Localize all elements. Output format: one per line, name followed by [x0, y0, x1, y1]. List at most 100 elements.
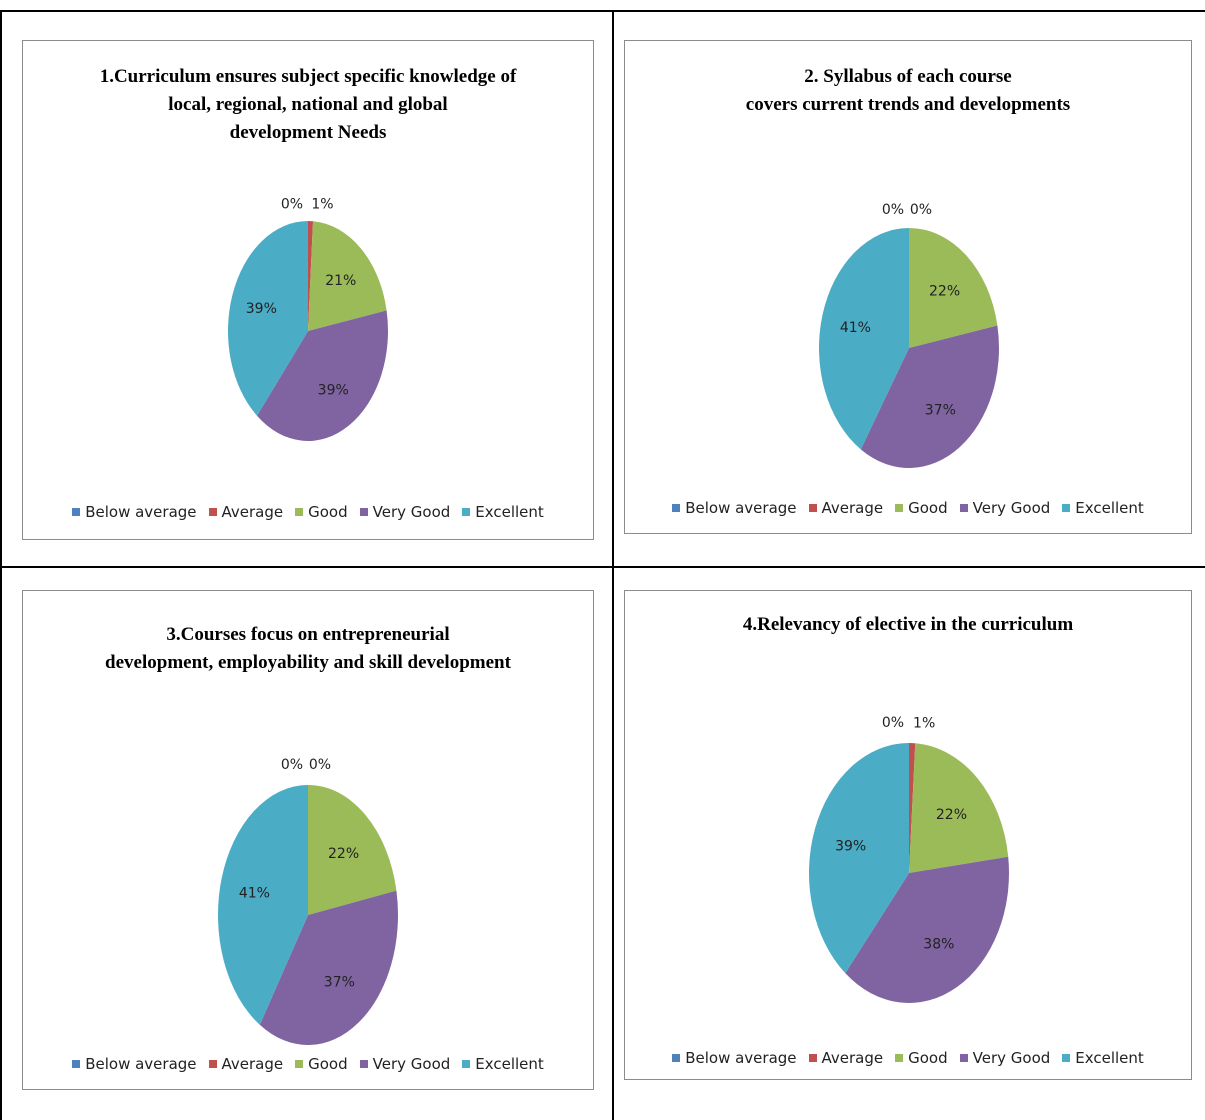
table-divider-horizontal	[0, 566, 1205, 568]
pie-slice-good	[909, 743, 1009, 873]
pie-slice-very-good	[259, 890, 398, 1045]
legend-item-good: Good	[295, 1055, 348, 1073]
chart-title: 4.Relevancy of elective in the curriculu…	[625, 611, 1191, 639]
legend-item-average: Average	[208, 1055, 284, 1073]
legend-item-very-good: Very Good	[959, 499, 1051, 517]
chart-title-line: 2. Syllabus of each course	[804, 66, 1012, 87]
legend-swatch	[959, 1054, 968, 1062]
legend-swatch	[359, 508, 368, 516]
legend-label: Average	[821, 1049, 884, 1067]
data-label-good: 22%	[929, 284, 960, 300]
chart-title-line: development Needs	[229, 122, 387, 143]
legend-item-excellent: Excellent	[462, 503, 544, 521]
legend-item-below-average: Below average	[672, 1049, 797, 1067]
pie-slice-good	[909, 228, 998, 348]
legend-label: Below average	[85, 1055, 197, 1073]
data-label-very-good: 39%	[318, 383, 349, 399]
data-label-average: 0%	[309, 757, 331, 773]
pie-slice-excellent	[809, 743, 909, 974]
chart-2: 2. Syllabus of each course covers curren…	[624, 40, 1192, 534]
data-label-excellent: 39%	[246, 301, 277, 317]
pie-chart: 0% 1% 21% 39% 39%	[228, 196, 388, 441]
table-border-top	[0, 10, 1205, 12]
legend-swatch	[672, 504, 681, 512]
legend-label: Very Good	[972, 1049, 1051, 1067]
data-label-below-average: 0%	[882, 715, 904, 731]
data-label-excellent: 41%	[239, 886, 270, 902]
data-label-very-good: 37%	[925, 403, 956, 419]
legend-item-excellent: Excellent	[1062, 1049, 1144, 1067]
chart-4: 4.Relevancy of elective in the curriculu…	[624, 590, 1192, 1080]
legend-label: Good	[308, 503, 348, 521]
chart-1: 1.Curriculum ensures subject specific kn…	[22, 40, 594, 540]
legend-label: Excellent	[475, 1055, 544, 1073]
chart-title-line: 3.Courses focus on entrepreneurial	[166, 624, 450, 645]
legend-swatch	[1062, 504, 1071, 512]
legend-label: Average	[821, 499, 884, 517]
legend-label: Good	[908, 1049, 948, 1067]
legend-label: Very Good	[372, 503, 451, 521]
chart-title: 1.Curriculum ensures subject specific kn…	[23, 63, 593, 147]
data-label-good: 22%	[328, 846, 359, 862]
legend-swatch	[72, 508, 81, 516]
legend-swatch	[808, 1054, 817, 1062]
pie-slice-average	[308, 221, 314, 331]
legend-swatch	[672, 1054, 681, 1062]
legend-swatch	[462, 508, 471, 516]
legend-swatch	[295, 508, 304, 516]
legend-label: Excellent	[1075, 499, 1144, 517]
data-label-good: 21%	[325, 273, 356, 289]
legend-label: Very Good	[372, 1055, 451, 1073]
chart-title-line: development, employability and skill dev…	[105, 652, 511, 673]
legend-item-very-good: Very Good	[359, 503, 451, 521]
legend-item-excellent: Excellent	[462, 1055, 544, 1073]
legend-label: Below average	[685, 499, 797, 517]
pie-slice-very-good	[845, 856, 1009, 1003]
legend-label: Below average	[685, 1049, 797, 1067]
chart-title-line: 4.Relevancy of elective in the curriculu…	[742, 614, 1074, 635]
legend-swatch	[1062, 1054, 1071, 1062]
pie-chart: 0% 0% 22% 37% 41%	[819, 202, 999, 468]
chart-title-line: covers current trends and developments	[745, 94, 1071, 115]
data-label-good: 22%	[936, 807, 967, 823]
legend-swatch	[72, 1060, 81, 1068]
data-label-excellent: 39%	[835, 839, 866, 855]
legend-item-good: Good	[895, 1049, 948, 1067]
pie-slice-average	[909, 743, 916, 873]
legend-label: Average	[221, 503, 284, 521]
legend: Below average Average Good Very Good Exc…	[625, 499, 1191, 517]
pie-slice-excellent	[819, 228, 909, 450]
legend-item-below-average: Below average	[72, 1055, 197, 1073]
legend: Below average Average Good Very Good Exc…	[625, 1049, 1191, 1067]
data-label-average: 0%	[910, 202, 932, 218]
chart-3: 3.Courses focus on entrepreneurial devel…	[22, 590, 594, 1090]
legend-label: Good	[308, 1055, 348, 1073]
legend-label: Good	[908, 499, 948, 517]
data-label-very-good: 38%	[923, 937, 954, 953]
pie-chart: 0% 1% 22% 38% 39%	[809, 715, 1009, 1003]
legend-swatch	[208, 508, 217, 516]
table-border-left	[0, 10, 2, 1120]
data-label-average: 1%	[913, 715, 935, 731]
legend-item-below-average: Below average	[72, 503, 197, 521]
pie-slice-very-good	[257, 310, 388, 441]
legend-label: Average	[221, 1055, 284, 1073]
pie-slice-excellent	[228, 221, 308, 416]
legend-item-average: Average	[808, 499, 884, 517]
legend-label: Very Good	[972, 499, 1051, 517]
chart-title-line: 1.Curriculum ensures subject specific kn…	[99, 66, 517, 87]
legend-swatch	[462, 1060, 471, 1068]
chart-title: 3.Courses focus on entrepreneurial devel…	[23, 621, 593, 677]
legend-label: Below average	[85, 503, 197, 521]
legend: Below average Average Good Very Good Exc…	[23, 1055, 593, 1073]
pie-slice-good	[308, 221, 387, 331]
legend-swatch	[959, 504, 968, 512]
data-label-very-good: 37%	[324, 975, 355, 991]
legend-swatch	[895, 504, 904, 512]
pie-chart: 0% 0% 22% 37% 41%	[217, 757, 398, 1045]
legend-swatch	[808, 504, 817, 512]
pie-slice-very-good	[860, 325, 999, 468]
legend-item-very-good: Very Good	[359, 1055, 451, 1073]
legend-label: Excellent	[1075, 1049, 1144, 1067]
legend-item-good: Good	[895, 499, 948, 517]
